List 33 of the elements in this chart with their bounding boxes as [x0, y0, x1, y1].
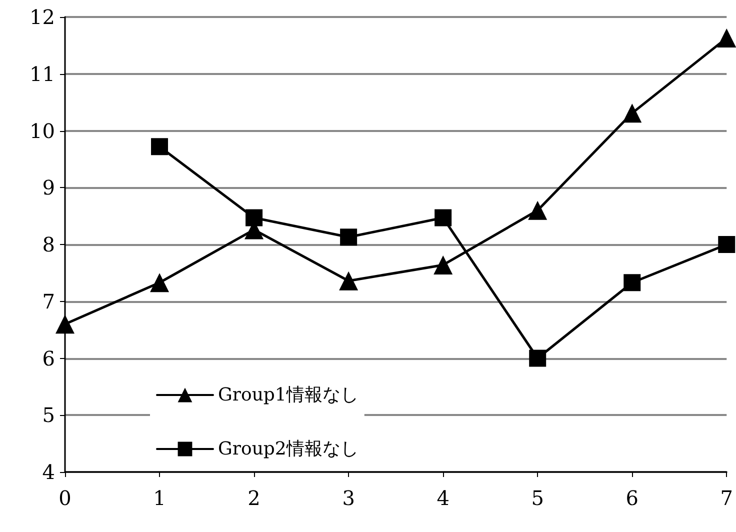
- x-tick-label: 1: [153, 486, 166, 510]
- y-tick-label: 7: [42, 289, 55, 314]
- x-tick-label: 0: [58, 486, 72, 510]
- point: [434, 209, 452, 226]
- x-tick-label: 5: [531, 486, 544, 510]
- point: [718, 236, 736, 253]
- legend-label: Group1情報なし: [218, 384, 358, 406]
- point: [151, 138, 168, 156]
- point: [529, 350, 546, 367]
- x-tick-label: 3: [342, 486, 355, 510]
- x-tick-label: 7: [720, 486, 734, 510]
- point: [246, 209, 263, 226]
- point: [56, 314, 74, 334]
- y-tick-label: 9: [42, 176, 55, 200]
- y-tick-label: 8: [42, 232, 55, 256]
- point: [434, 255, 453, 274]
- point: [622, 104, 642, 123]
- x-tick-label: 2: [248, 486, 260, 510]
- legend-label: Group2情報なし: [218, 438, 358, 460]
- y-tick-label: 5: [42, 403, 55, 428]
- point: [150, 273, 170, 292]
- y-tick-label: 11: [30, 62, 55, 86]
- y-tick-label: 10: [30, 118, 55, 143]
- y-tick-label: 12: [30, 5, 55, 29]
- point: [717, 28, 736, 48]
- point: [624, 274, 641, 292]
- point: [340, 228, 358, 246]
- y-tick-label: 4: [42, 460, 55, 484]
- y-tick-label: 6: [42, 346, 55, 370]
- x-tick-label: 6: [626, 486, 638, 510]
- point: [339, 271, 358, 290]
- point: [528, 200, 548, 220]
- x-tick-label: 4: [436, 486, 450, 510]
